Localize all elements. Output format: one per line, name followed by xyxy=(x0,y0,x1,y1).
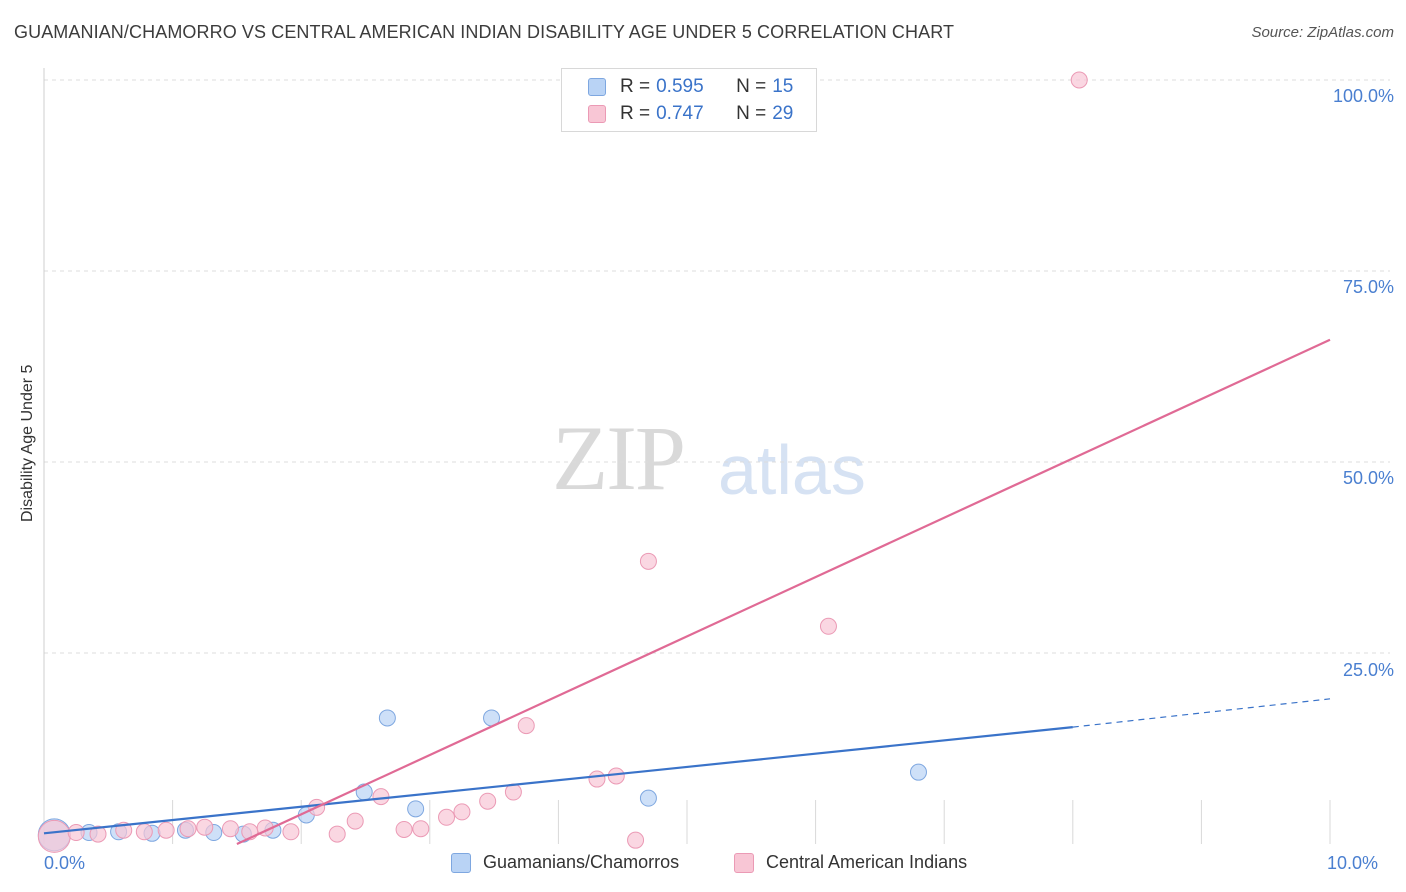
y-axis-title: Disability Age Under 5 xyxy=(19,364,36,522)
data-point xyxy=(607,767,625,785)
trend-line xyxy=(43,726,1073,835)
legend-r-label: R = xyxy=(620,103,651,124)
legend-r-label: R = xyxy=(620,76,651,97)
y-tick-label: 75.0% xyxy=(1342,277,1394,297)
legend-n-label: N = xyxy=(736,103,767,124)
y-tick-label: 50.0% xyxy=(1342,468,1394,488)
data-point xyxy=(67,824,85,842)
data-point xyxy=(328,825,346,843)
correlation-legend: R = 0.595 N = 15 R = 0.747 N = 29 xyxy=(561,68,817,132)
data-point xyxy=(372,788,390,806)
data-point xyxy=(157,821,175,839)
legend-row-central-american: R = 0.747 N = 29 xyxy=(588,102,793,126)
data-point xyxy=(1070,71,1088,89)
pink-swatch-icon xyxy=(588,105,606,123)
data-point xyxy=(135,823,153,841)
legend-r-value: 0.595 xyxy=(656,76,704,97)
x-tick-label: 10.0% xyxy=(1327,853,1379,873)
legend-label: Guamanians/Chamorros xyxy=(483,852,680,872)
data-point xyxy=(588,770,606,788)
pink-swatch-icon xyxy=(734,852,754,873)
watermark-atlas: atlas xyxy=(718,431,866,509)
x-tick-label: 0.0% xyxy=(44,853,86,873)
legend-n-label: N = xyxy=(736,76,767,97)
chart-title: GUAMANIAN/CHAMORRO VS CENTRAL AMERICAN I… xyxy=(14,22,955,42)
data-point xyxy=(395,820,413,838)
legend-item-central-american: Central American Indians xyxy=(734,852,967,873)
data-point xyxy=(37,819,71,853)
data-point xyxy=(909,763,927,781)
trend-line xyxy=(236,338,1331,845)
data-point xyxy=(627,831,645,849)
watermark-zip: ZIP xyxy=(552,407,686,509)
legend-label: Central American Indians xyxy=(766,852,968,872)
data-point xyxy=(89,825,107,843)
data-point xyxy=(517,717,535,735)
data-point xyxy=(453,803,471,821)
data-point xyxy=(819,617,837,635)
data-point xyxy=(412,820,430,838)
data-point xyxy=(639,552,657,570)
blue-swatch-icon xyxy=(588,78,606,96)
y-tick-label: 25.0% xyxy=(1342,660,1394,680)
data-point xyxy=(378,709,396,727)
data-point xyxy=(479,792,497,810)
data-point xyxy=(196,818,214,836)
source-label: Source: ZipAtlas.com xyxy=(1251,24,1394,41)
y-tick-label: 100.0% xyxy=(1332,86,1394,106)
legend-n-value: 29 xyxy=(772,103,794,124)
data-point xyxy=(346,812,364,830)
data-point xyxy=(639,789,657,807)
legend-row-guamanian: R = 0.595 N = 15 xyxy=(588,75,793,99)
blue-swatch-icon xyxy=(451,852,471,873)
trend-line-extension xyxy=(1072,698,1331,728)
data-point xyxy=(221,820,239,838)
legend-r-value: 0.747 xyxy=(656,103,704,124)
legend-item-guamanians: Guamanians/Chamorros xyxy=(451,852,679,873)
data-point xyxy=(438,808,456,826)
data-point xyxy=(179,820,197,838)
data-point xyxy=(407,800,425,818)
data-point xyxy=(282,823,300,841)
legend-n-value: 15 xyxy=(772,76,794,97)
